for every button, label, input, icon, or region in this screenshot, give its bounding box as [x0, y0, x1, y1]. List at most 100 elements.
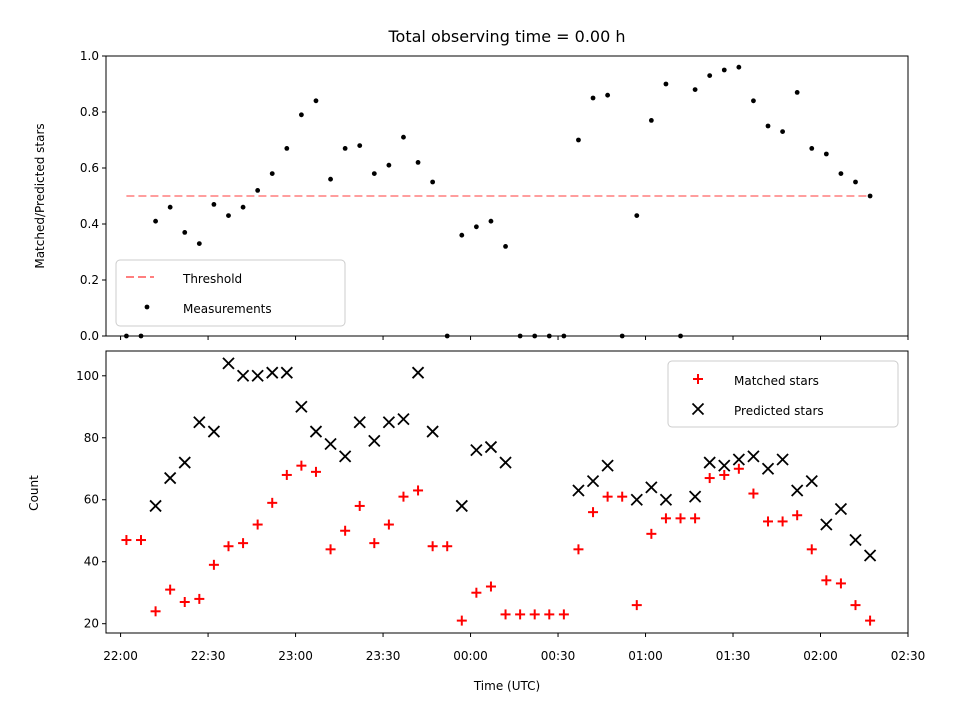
measurement-point [576, 137, 581, 143]
measurement-point [736, 64, 742, 70]
ratio-x-ticks [120, 336, 909, 340]
count-y-tick-label: 60 [84, 493, 99, 507]
predicted-star-point-b [791, 484, 804, 497]
measurement-point [298, 112, 304, 118]
matched-star-point [398, 491, 409, 502]
count-plot-area [121, 357, 877, 626]
matched-star-point [850, 600, 861, 611]
matched-star-point [354, 500, 365, 511]
predicted-star-point-b [397, 413, 410, 426]
predicted-star-point-b [251, 369, 264, 382]
matched-star-point [150, 606, 161, 617]
measurement-point [415, 160, 421, 165]
predicted-star-point [645, 481, 658, 494]
predicted-star-point-b [368, 434, 381, 448]
matched-star-point [821, 575, 832, 586]
legend-predicted-glyph-b [691, 402, 705, 416]
matched-star-point [835, 578, 846, 589]
predicted-star-point-b [805, 475, 818, 488]
measurement-point [503, 244, 508, 249]
count-x-tick-label: 02:30 [891, 649, 926, 663]
measurement-point [313, 98, 319, 104]
matched-star-point [660, 513, 671, 524]
measurement-point [765, 123, 771, 129]
measurement-point [255, 188, 261, 193]
measurement-point [823, 151, 829, 157]
count-panel: 20 40 60 80 100 22:00 22:30 23:00 23:30 00:00 00:… [27, 350, 925, 693]
legend-matched-glyph [693, 374, 703, 384]
predicted-star-point-b [834, 502, 848, 516]
ratio-y-ticks: 0.0 0.2 0.4 0.6 0.8 1.0 [80, 49, 106, 343]
measurement-point [430, 179, 436, 185]
predicted-star-point [732, 453, 745, 466]
predicted-star-point [470, 444, 483, 457]
predicted-star-point-b [411, 366, 425, 379]
predicted-star-point-b [572, 484, 585, 497]
count-x-ticks: 22:00 22:30 23:00 23:30 00:00 00:30 01:00 01:30… [103, 633, 925, 663]
matched-star-point [427, 541, 438, 552]
measurement-point [867, 193, 873, 199]
matched-star-point [442, 541, 453, 552]
predicted-star-point [499, 456, 512, 469]
predicted-star-point [236, 369, 250, 382]
matched-star-point [646, 528, 657, 539]
matched-star-point [602, 491, 613, 502]
predicted-star-point [266, 366, 279, 379]
count-y-tick-label: 20 [84, 617, 99, 631]
predicted-star-point-b [820, 518, 833, 531]
measurement-point [401, 134, 406, 140]
measurement-point [590, 95, 596, 101]
matched-star-point [704, 473, 715, 484]
predicted-star-point [630, 493, 643, 506]
count-y-tick-label: 80 [84, 431, 99, 445]
predicted-star-point [149, 499, 162, 513]
measurement-point [240, 204, 246, 210]
predicted-star-point [382, 416, 396, 429]
count-legend: Matched stars Predicted stars [667, 360, 899, 428]
matched-star-point [544, 609, 555, 620]
predicted-star-point [586, 475, 600, 488]
predicted-star-point [805, 475, 818, 488]
predicted-star-point-b [382, 416, 396, 429]
predicted-star-point-b [178, 456, 191, 469]
predicted-star-point-b [499, 456, 512, 469]
legend-threshold-label: Threshold [182, 272, 242, 286]
measurement-point [153, 218, 158, 224]
matched-star-point [515, 609, 526, 620]
count-axes-frame [105, 350, 909, 634]
count-x-tick-label: 01:30 [716, 649, 751, 663]
ratio-axes-frame [105, 55, 909, 337]
legend-measurements-label: Measurements [183, 302, 272, 316]
ratio-y-tick-label: 0.2 [80, 273, 99, 287]
measurement-point [721, 67, 727, 73]
matched-star-point [748, 488, 759, 499]
measurement-point [167, 204, 173, 210]
measurement-point [342, 146, 348, 151]
matched-star-point [340, 525, 351, 536]
matched-star-point [121, 535, 132, 546]
measurement-point [182, 230, 188, 235]
predicted-star-point [455, 499, 468, 513]
predicted-star-point-b [601, 459, 614, 472]
predicted-star-point [207, 425, 221, 438]
count-x-tick-label: 02:00 [803, 649, 838, 663]
predicted-star-point [572, 484, 585, 497]
matched-star-point [558, 609, 569, 620]
matched-star-point [792, 510, 803, 521]
predicted-star-point-b [426, 425, 439, 438]
predicted-star-point-b [207, 425, 221, 438]
ratio-y-axis-label: Matched/Predicted stars [33, 123, 47, 268]
predicted-star-point-b [863, 549, 877, 562]
measurement-point [634, 213, 640, 219]
predicted-star-point-b [470, 444, 483, 457]
predicted-star-point-b [266, 366, 279, 379]
ratio-y-tick-label: 0.6 [80, 161, 99, 175]
matched-star-point [252, 519, 263, 530]
legend-measurements-marker [144, 304, 150, 310]
predicted-star-point [747, 450, 760, 463]
predicted-star-point-b [455, 499, 468, 513]
predicted-star-point [791, 484, 804, 497]
matched-star-point [208, 559, 219, 570]
